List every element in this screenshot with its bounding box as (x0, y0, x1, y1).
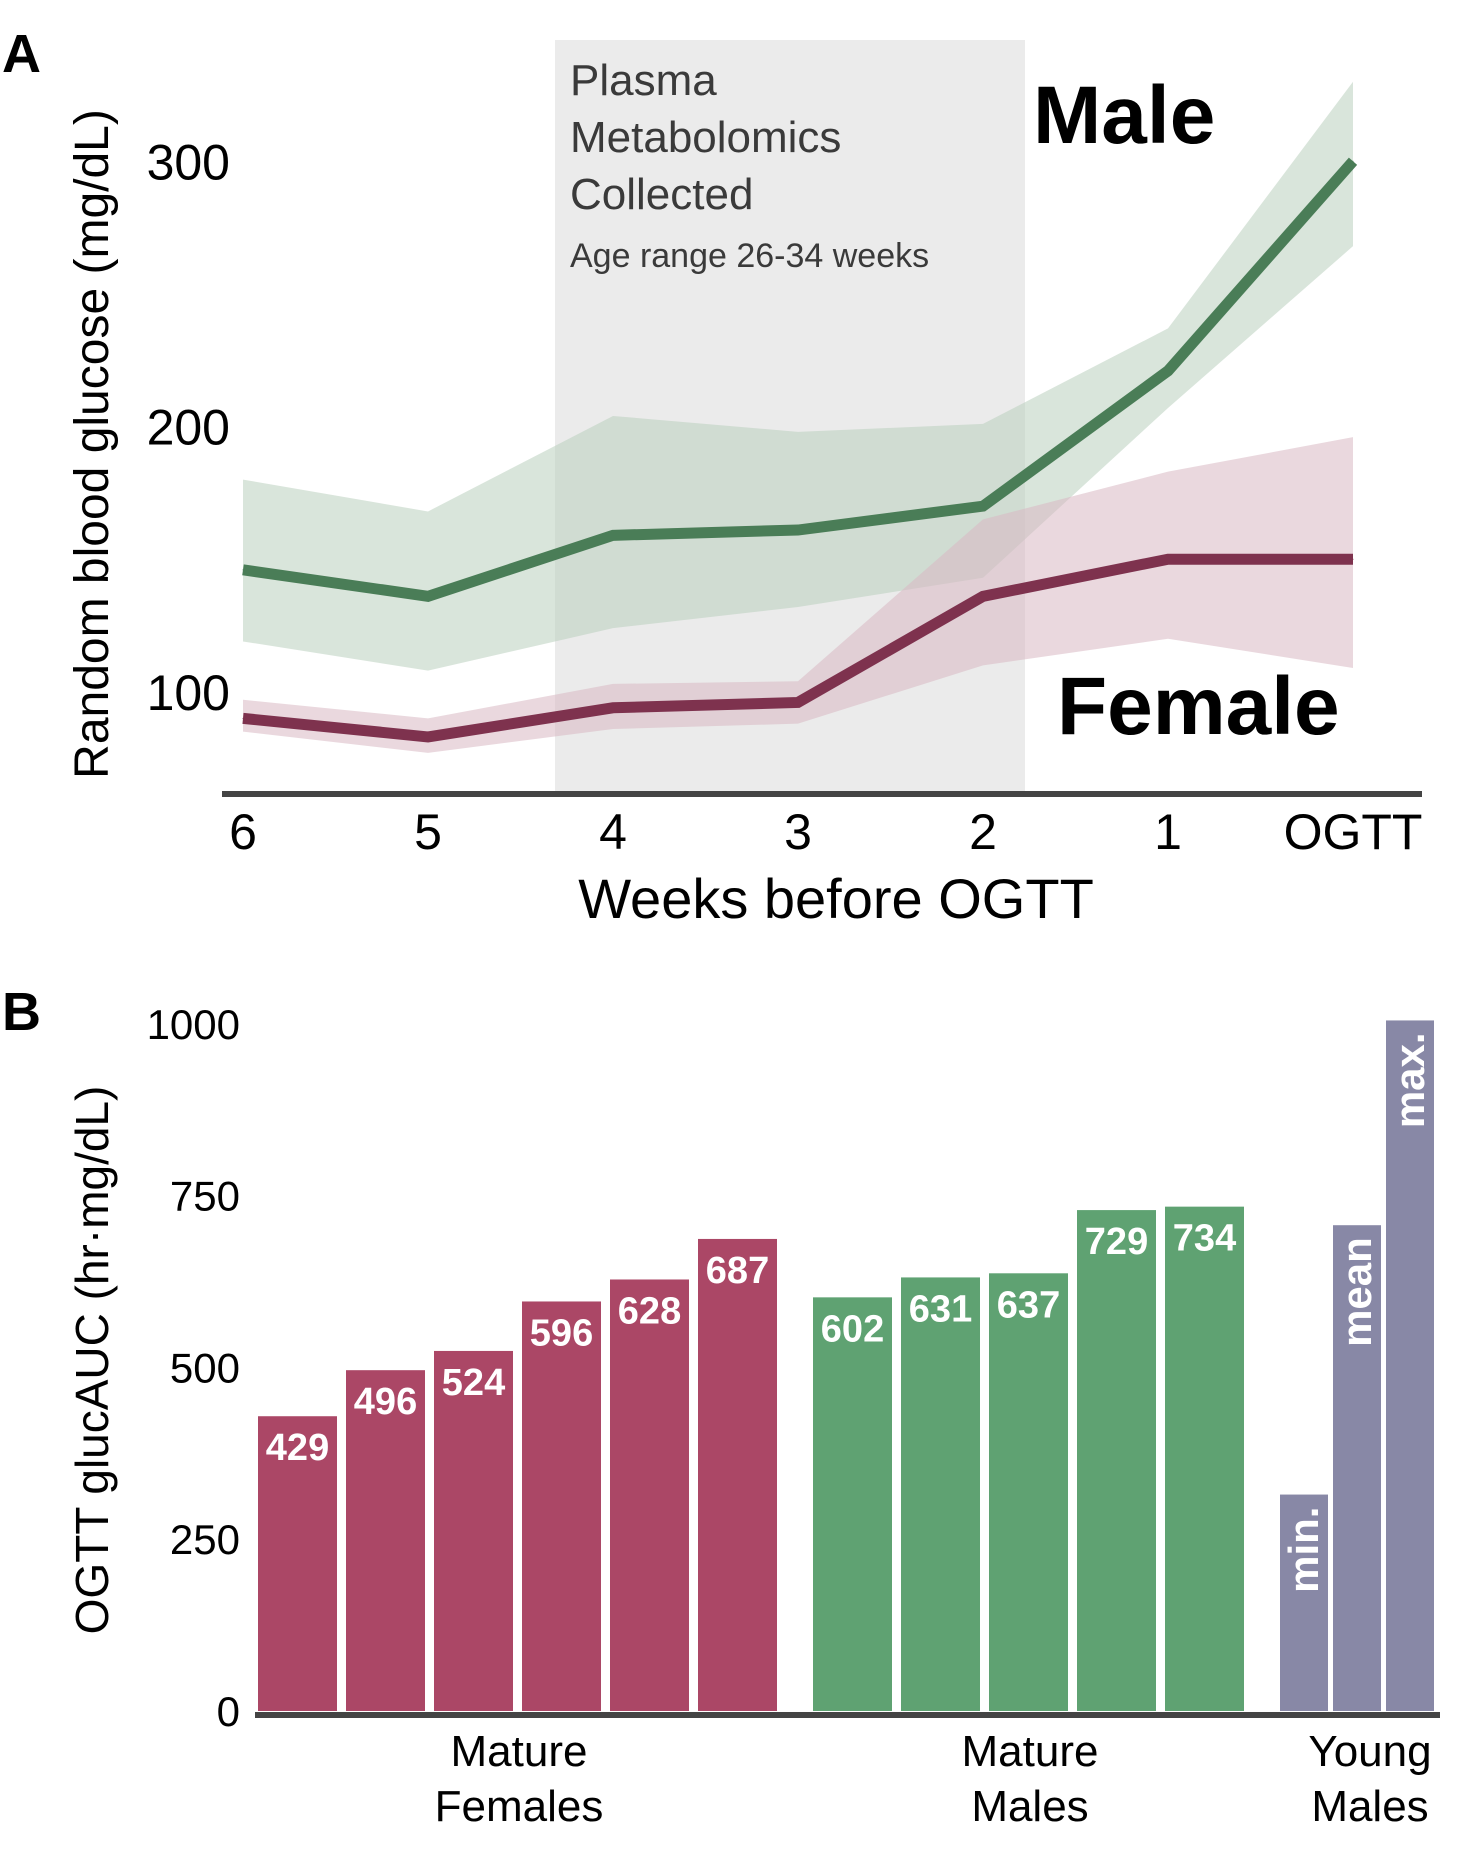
bar (522, 1301, 601, 1711)
bar-value-label: 628 (618, 1290, 681, 1332)
y-tick-label-b: 0 (217, 1688, 240, 1735)
male-point (612, 534, 614, 536)
bar (1165, 1206, 1244, 1711)
x-tick-labels: 6 5 4 3 2 1 OGTT (229, 804, 1422, 860)
bar (610, 1279, 689, 1711)
y-tick-label: 100 (147, 665, 230, 721)
bar-value-label: 524 (442, 1362, 505, 1404)
x-tick-label: 2 (969, 804, 997, 860)
bar (1280, 1494, 1328, 1711)
panel-b-bar-chart: B 429 496 524 596 628 687 602 631 637 729 734 min. m… (2, 982, 1440, 1831)
bar (258, 1416, 337, 1711)
female-confidence-band (243, 437, 1353, 753)
female-point (1352, 558, 1354, 560)
male-point (427, 595, 429, 597)
group-label-mature-females-2: Females (435, 1782, 604, 1831)
male-point (1167, 370, 1169, 372)
y-tick-label: 300 (147, 134, 230, 190)
annotation-line-2: Metabolomics (570, 113, 841, 162)
female-point (1167, 558, 1169, 560)
female-point (427, 736, 429, 738)
bar-value-label: 734 (1173, 1218, 1236, 1260)
bar-value-label: 729 (1085, 1221, 1148, 1263)
y-tick-label-b: 750 (170, 1173, 240, 1220)
bar-value-label: max. (1386, 1032, 1433, 1128)
female-point (612, 707, 614, 709)
x-tick-label: 1 (1154, 804, 1182, 860)
y-tick-label-b: 1000 (147, 1001, 240, 1048)
female-series-label: Female (1057, 661, 1340, 752)
male-point (982, 505, 984, 507)
group-label-mature-males-1: Mature (962, 1727, 1099, 1776)
panel-b-letter: B (2, 982, 41, 1042)
bar-value-label: 496 (354, 1381, 417, 1423)
series-lines (242, 157, 1358, 743)
y-tick-labels: 100 200 300 (147, 134, 230, 721)
annotation-line-1: Plasma (570, 56, 717, 105)
bar-value-label: mean (1333, 1237, 1380, 1347)
y-tick-labels-b: 0 250 500 750 1000 (147, 1001, 240, 1735)
bar-value-label: 602 (821, 1308, 884, 1350)
bar (901, 1277, 980, 1711)
group-label-mature-males-2: Males (971, 1782, 1088, 1831)
bar (346, 1370, 425, 1711)
confidence-bands (243, 81, 1353, 753)
bar-value-label: 687 (706, 1250, 769, 1292)
x-tick-label: 4 (599, 804, 627, 860)
bar (698, 1238, 777, 1711)
group-label-young-males-2: Males (1311, 1782, 1428, 1831)
y-axis-title: Random blood glucose (mg/dL) (66, 109, 119, 779)
y-axis-title-b: OGTT glucAUC (hr·mg/dL) (66, 1086, 118, 1635)
bar (989, 1273, 1068, 1711)
y-tick-label: 200 (147, 400, 230, 456)
bar-value-label: 596 (530, 1312, 593, 1354)
bar (1386, 1020, 1434, 1711)
bar-value-label: 631 (909, 1288, 972, 1330)
y-tick-label-b: 250 (170, 1516, 240, 1563)
female-point (982, 595, 984, 597)
male-point (1352, 160, 1354, 162)
bar (813, 1297, 892, 1711)
bar (1077, 1210, 1156, 1711)
male-point (797, 529, 799, 531)
annotation-line-3: Collected (570, 170, 753, 219)
female-point (797, 701, 799, 703)
male-confidence-band (243, 81, 1353, 671)
bar (1333, 1225, 1381, 1711)
male-point (242, 569, 244, 571)
annotation-age-range: Age range 26-34 weeks (570, 237, 929, 275)
bar-value-label: min. (1280, 1507, 1327, 1593)
y-tick-label-b: 500 (170, 1344, 240, 1391)
panel-a-letter: A (2, 24, 41, 84)
panel-a-line-chart: A Plasma Metabolomics Collected Age rang… (2, 24, 1422, 930)
group-label-mature-females-1: Mature (451, 1727, 588, 1776)
bars: 429 496 524 596 628 687 602 631 637 729 734 min. mea… (258, 1020, 1434, 1711)
x-tick-label: 5 (414, 804, 442, 860)
female-point (242, 717, 244, 719)
male-series-label: Male (1033, 70, 1215, 161)
bar (434, 1350, 513, 1711)
x-tick-label: 6 (229, 804, 257, 860)
x-tick-label: 3 (784, 804, 812, 860)
group-label-young-males-1: Young (1308, 1727, 1431, 1776)
x-tick-label: OGTT (1284, 804, 1423, 860)
bar-value-label: 637 (997, 1284, 1060, 1326)
x-axis-title: Weeks before OGTT (578, 867, 1094, 930)
bar-value-label: 429 (266, 1427, 329, 1469)
